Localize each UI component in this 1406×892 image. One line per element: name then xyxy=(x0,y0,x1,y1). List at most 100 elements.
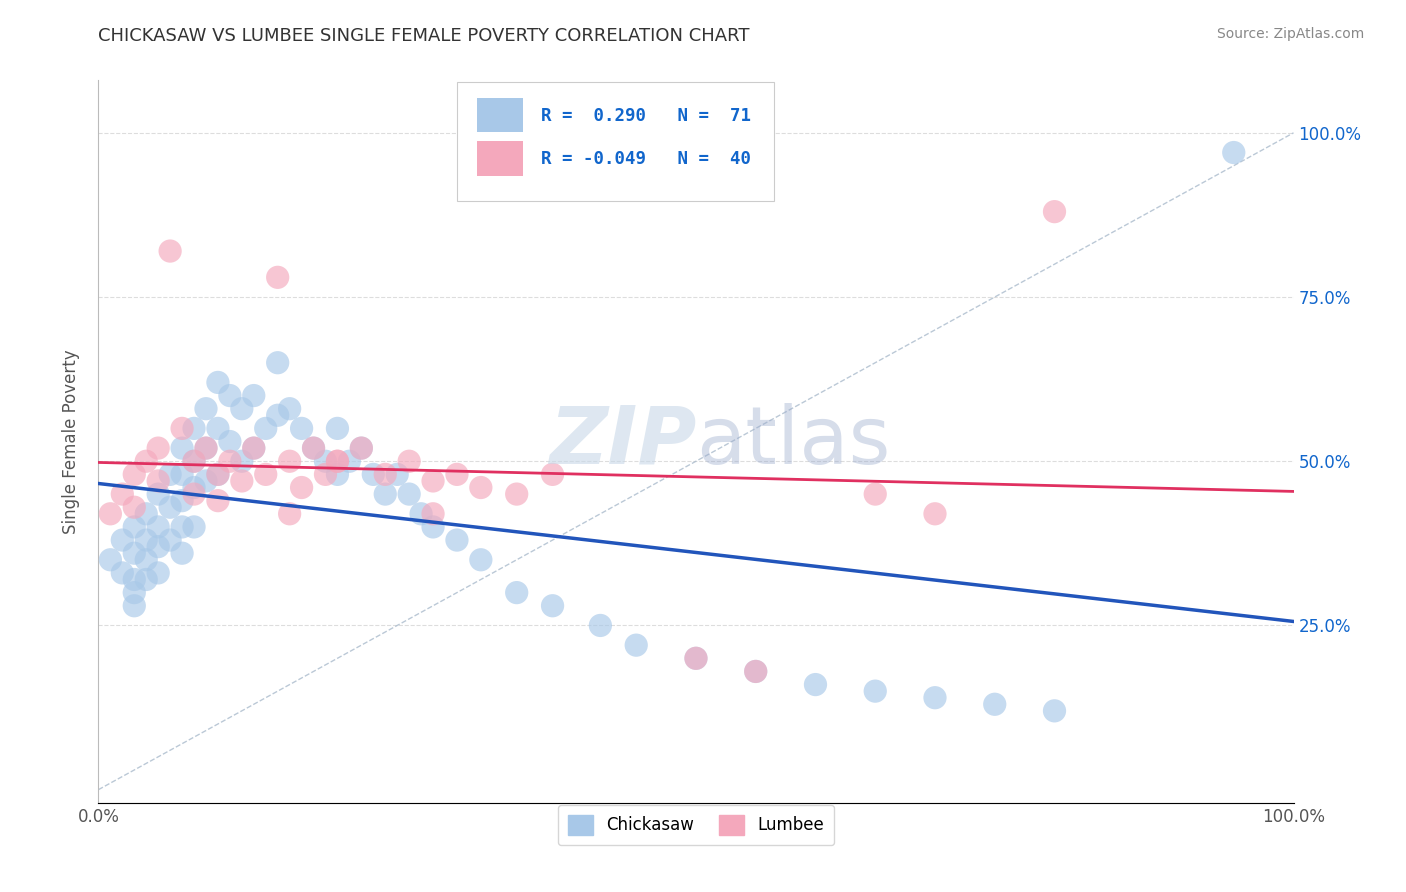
Text: ZIP: ZIP xyxy=(548,402,696,481)
Point xyxy=(243,441,266,455)
Point xyxy=(124,467,146,482)
Point xyxy=(148,487,170,501)
Point xyxy=(315,467,337,482)
Point xyxy=(470,553,492,567)
Point xyxy=(172,441,194,455)
Point xyxy=(685,651,707,665)
Point xyxy=(315,454,337,468)
Point xyxy=(254,467,277,482)
Point xyxy=(254,421,277,435)
Point xyxy=(183,454,205,468)
FancyBboxPatch shape xyxy=(477,141,523,176)
Point xyxy=(231,401,253,416)
Point xyxy=(541,467,564,482)
Point xyxy=(195,474,218,488)
Point xyxy=(291,421,314,435)
Point xyxy=(302,441,325,455)
Point xyxy=(278,401,301,416)
Point xyxy=(506,487,529,501)
Text: CHICKASAW VS LUMBEE SINGLE FEMALE POVERTY CORRELATION CHART: CHICKASAW VS LUMBEE SINGLE FEMALE POVERT… xyxy=(98,27,749,45)
Text: Source: ZipAtlas.com: Source: ZipAtlas.com xyxy=(1216,27,1364,41)
Point xyxy=(350,441,373,455)
Point xyxy=(278,454,301,468)
Point xyxy=(326,421,349,435)
Point xyxy=(685,651,707,665)
Point xyxy=(207,467,229,482)
Point xyxy=(339,454,361,468)
Point xyxy=(804,677,827,691)
Point xyxy=(243,441,266,455)
Point xyxy=(124,546,146,560)
Point xyxy=(135,507,157,521)
Point xyxy=(148,566,170,580)
Point xyxy=(267,356,290,370)
Point xyxy=(243,388,266,402)
Point xyxy=(470,481,492,495)
Text: R = -0.049   N =  40: R = -0.049 N = 40 xyxy=(541,150,751,168)
Point xyxy=(124,520,146,534)
Point xyxy=(183,481,205,495)
Point xyxy=(111,533,134,547)
Text: atlas: atlas xyxy=(696,402,890,481)
Point xyxy=(159,533,181,547)
Point xyxy=(207,421,229,435)
Point xyxy=(865,487,887,501)
Point xyxy=(135,573,157,587)
Point xyxy=(326,454,349,468)
Point xyxy=(231,454,253,468)
Point xyxy=(111,487,134,501)
Point xyxy=(626,638,648,652)
Point xyxy=(172,467,194,482)
Point xyxy=(1043,204,1066,219)
FancyBboxPatch shape xyxy=(477,97,523,132)
Point xyxy=(1043,704,1066,718)
Point xyxy=(267,409,290,423)
Point xyxy=(924,690,946,705)
Point xyxy=(135,454,157,468)
Point xyxy=(195,401,218,416)
Point xyxy=(398,487,420,501)
Point xyxy=(374,487,396,501)
Point xyxy=(350,441,373,455)
Point xyxy=(98,553,122,567)
Point xyxy=(159,244,181,258)
Point xyxy=(446,533,468,547)
Point xyxy=(172,493,194,508)
Point xyxy=(363,467,385,482)
Point xyxy=(219,434,242,449)
Point xyxy=(207,467,229,482)
Point xyxy=(278,507,301,521)
Point xyxy=(124,585,146,599)
Point xyxy=(219,388,242,402)
Point xyxy=(385,467,409,482)
Point xyxy=(172,421,194,435)
Y-axis label: Single Female Poverty: Single Female Poverty xyxy=(62,350,80,533)
Point xyxy=(207,376,229,390)
Point xyxy=(148,441,170,455)
Point xyxy=(1223,145,1246,160)
Point xyxy=(446,467,468,482)
Point xyxy=(172,546,194,560)
Point xyxy=(159,467,181,482)
Point xyxy=(207,493,229,508)
Point xyxy=(148,540,170,554)
Point xyxy=(422,507,444,521)
Point xyxy=(924,507,946,521)
Point xyxy=(183,454,205,468)
Point xyxy=(195,441,218,455)
Point xyxy=(302,441,325,455)
Point xyxy=(183,487,205,501)
Point xyxy=(326,467,349,482)
Point xyxy=(183,520,205,534)
Point xyxy=(172,520,194,534)
Point xyxy=(148,474,170,488)
Point xyxy=(183,421,205,435)
Point xyxy=(135,533,157,547)
Point xyxy=(124,500,146,515)
Point xyxy=(541,599,564,613)
Point xyxy=(326,454,349,468)
Point xyxy=(589,618,612,632)
Point xyxy=(111,566,134,580)
Point xyxy=(745,665,768,679)
Point xyxy=(411,507,433,521)
